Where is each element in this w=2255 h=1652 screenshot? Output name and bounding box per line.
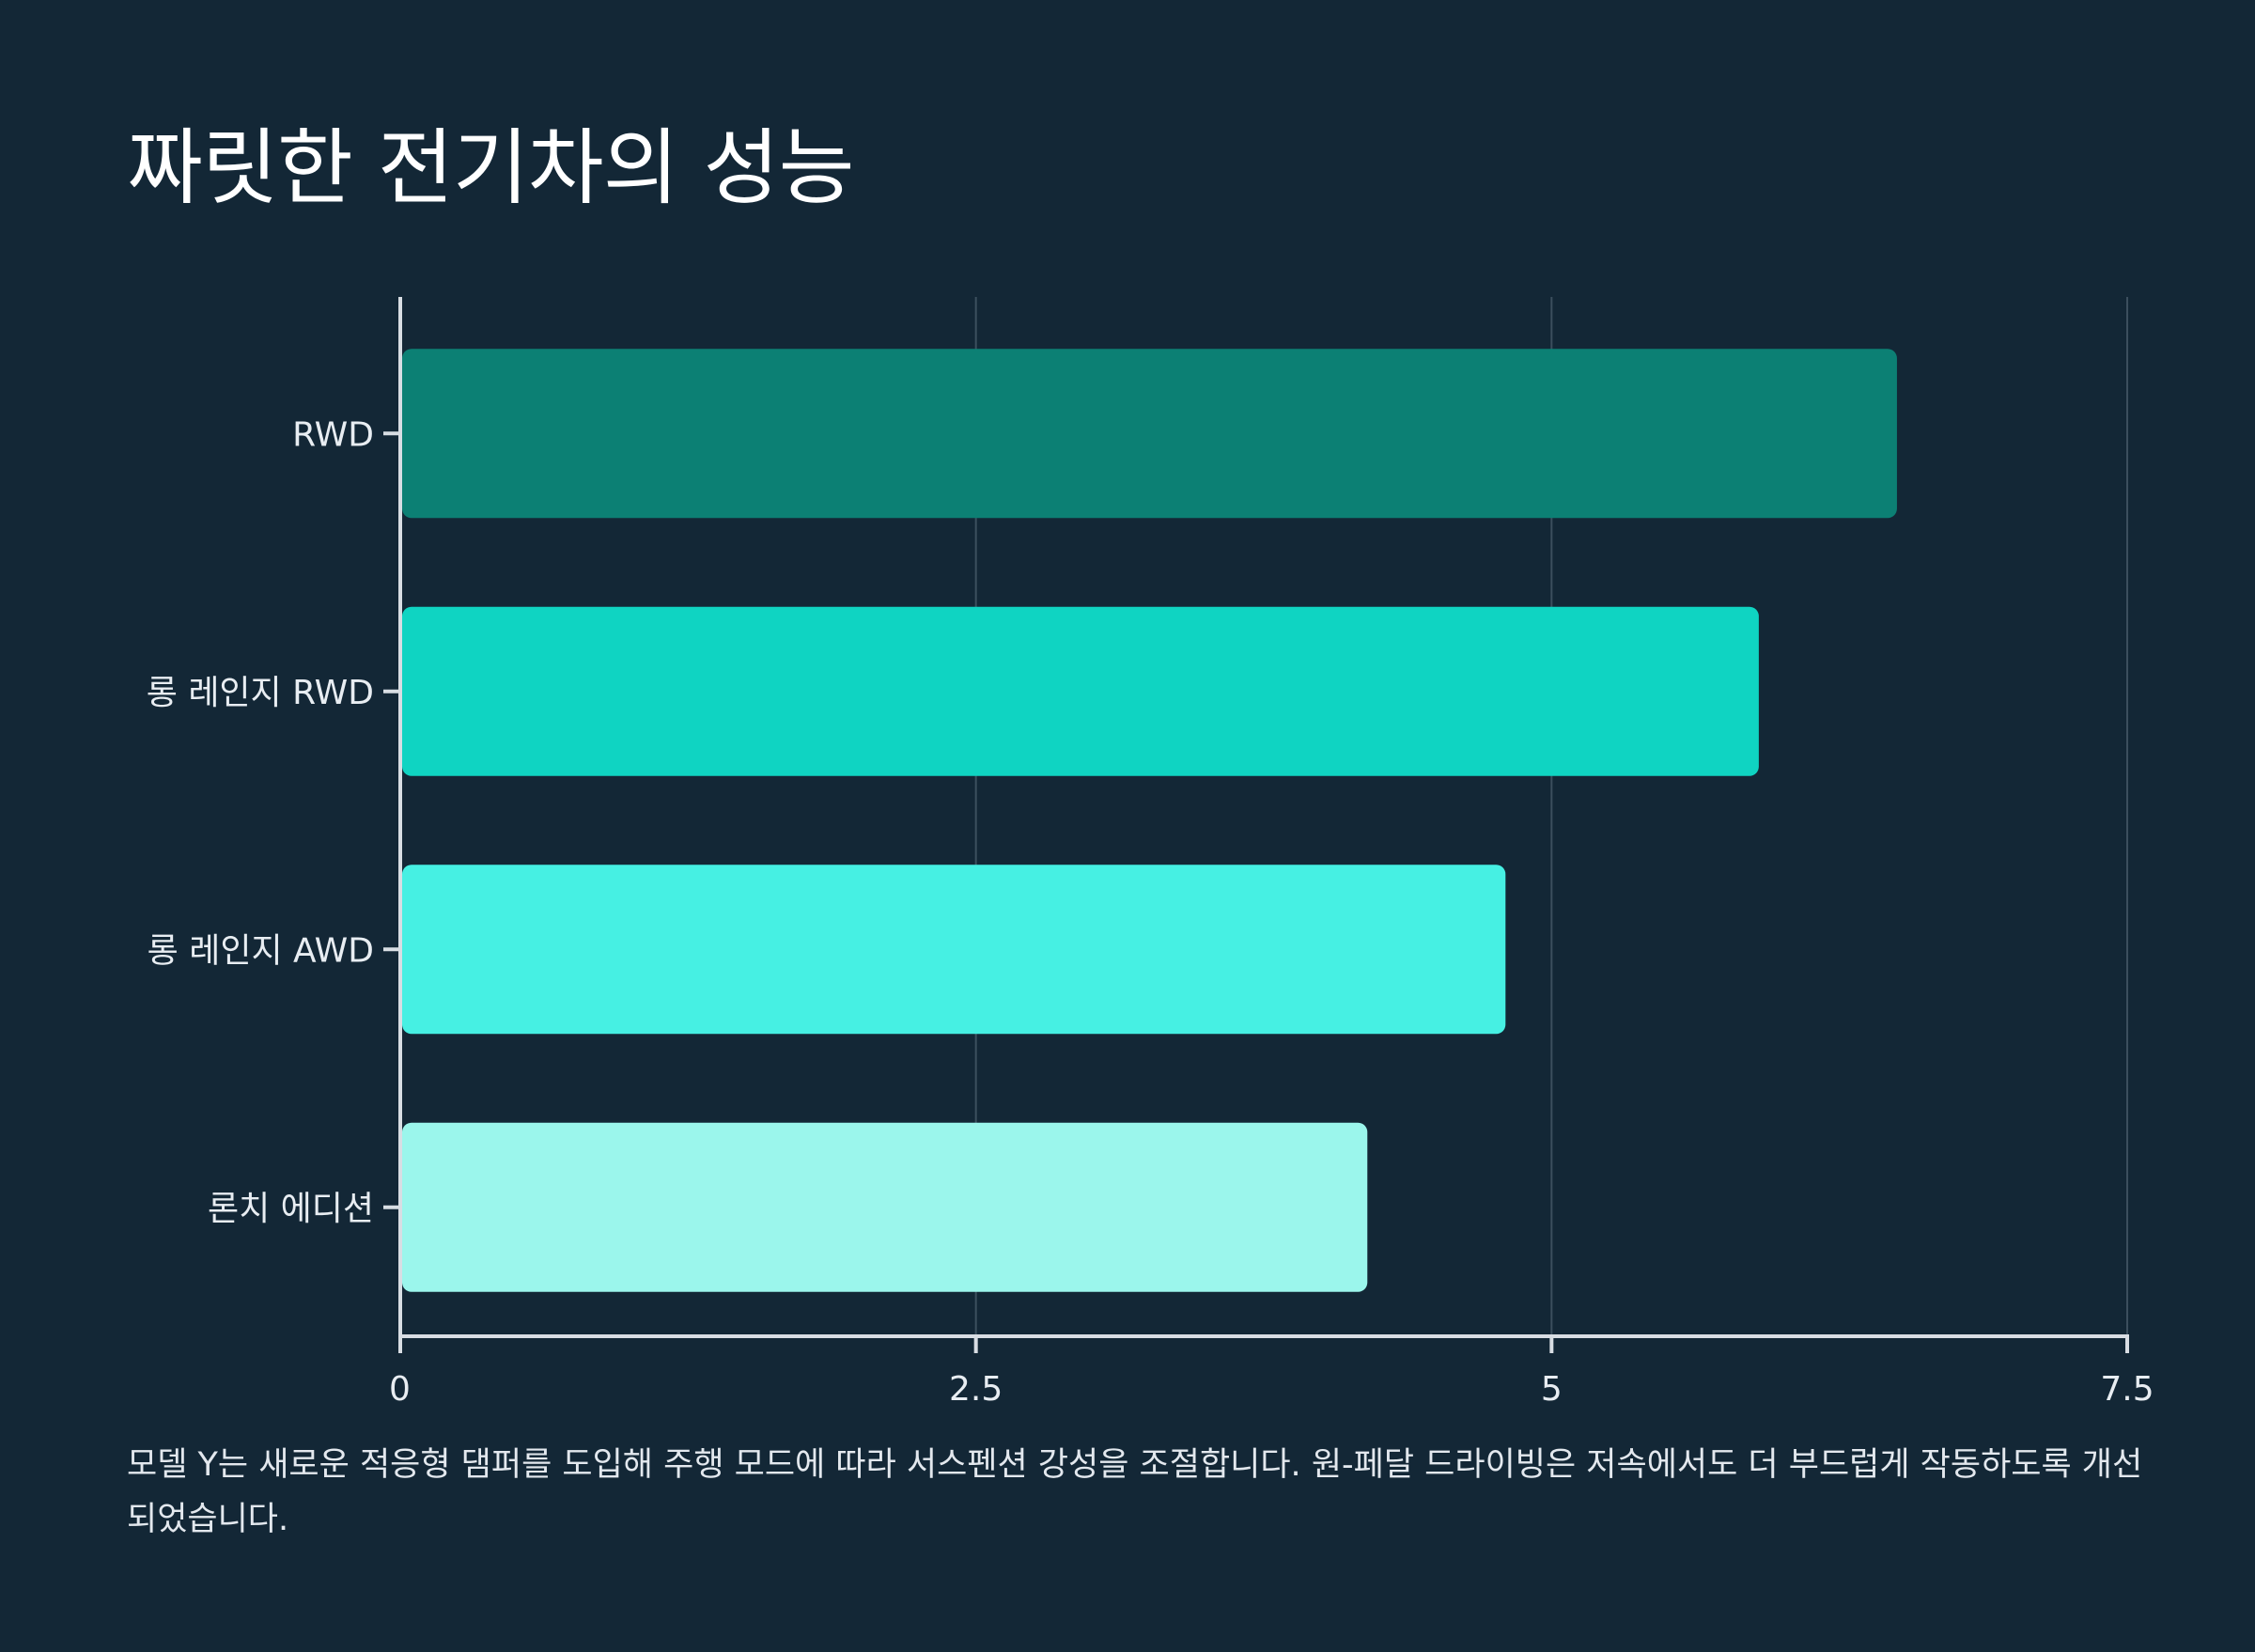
y-tick-label-1: 롱 레인지 RWD [147,674,374,712]
chart-title: 짜릿한 전기차의 성능 [127,119,855,216]
x-tick-label-1: 2.5 [949,1370,1003,1409]
y-tick-label-3: 론치 에디션 [208,1190,374,1228]
x-tick-label-0: 0 [389,1370,411,1409]
bar-0 [402,349,1897,519]
y-tick-label-0: RWD [292,415,374,454]
bar-chart: RWD 롱 레인지 RWD 롱 레인지 AWD 론치 에디션 0 2.5 5 7.5 [147,297,2154,1409]
y-tick-label-2: 롱 레인지 AWD [148,931,374,970]
bar-1 [402,606,1759,776]
bar-2 [402,865,1506,1035]
bar-3 [402,1122,1368,1292]
x-tick-label-3: 7.5 [2100,1370,2154,1409]
x-tick-label-2: 5 [1541,1370,1563,1409]
chart-caption: 모델 Y는 새로운 적응형 댐퍼를 도입해 주행 모드에 따라 서스펜션 강성을… [127,1446,2143,1538]
